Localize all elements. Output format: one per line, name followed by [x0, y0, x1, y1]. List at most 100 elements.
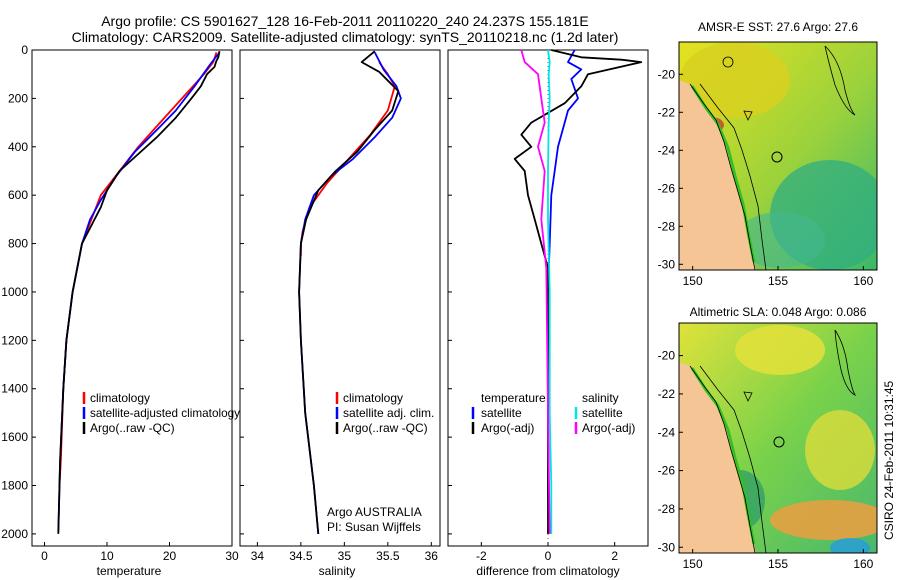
y-tick-label: 200: [8, 91, 28, 105]
sla-high-patch: [805, 410, 875, 490]
difference-xlabel: difference from climatology: [476, 564, 619, 578]
legend-temp-argo-label: Argo(-adj): [481, 421, 534, 435]
salinity-plot: 34 34.5 35 35.5 36: [240, 49, 439, 563]
sla-high-patch: [735, 325, 825, 375]
sla-map-title: Altimetric SLA: 0.048 Argo: 0.086: [690, 305, 867, 319]
sla-map: [679, 323, 877, 553]
legend-temperature-header: temperature: [481, 391, 546, 405]
map-y-tick-label: -30: [658, 540, 676, 554]
map-x-tick-label: 160: [853, 557, 873, 571]
legend-satellite-label: satellite adj. clim.: [343, 406, 434, 420]
float-owner-annotation: Argo AUSTRALIA: [327, 505, 422, 519]
x-tick-label: 10: [100, 549, 114, 563]
x-tick-label: 0: [41, 549, 48, 563]
sst-reef-contour: [824, 45, 856, 116]
sla-coastline: [689, 365, 756, 553]
map-y-tick-label: -24: [658, 425, 676, 439]
map-y-tick-label: -28: [658, 219, 676, 233]
sst-cool-patch: [735, 212, 825, 268]
legend-sal-satellite-label: satellite: [582, 406, 623, 420]
map-x-tick-label: 155: [768, 274, 788, 288]
map-y-tick-label: -26: [658, 181, 676, 195]
temperature-plot: 0 10 20 30 0 200 400 600 800 1000 1200 1400 1600 1800…: [1, 43, 239, 563]
temperature-xlabel: temperature: [97, 564, 162, 578]
y-tick-label: 600: [8, 188, 28, 202]
sst-coastline: [689, 83, 756, 270]
series-line: [547, 49, 553, 534]
x-tick-label: 36: [425, 549, 439, 563]
y-tick-label: 400: [8, 140, 28, 154]
y-tick-label: 0: [21, 43, 28, 57]
map-y-tick-label: -20: [658, 349, 676, 363]
series-line: [57, 51, 221, 534]
x-tick-label: 35: [338, 549, 352, 563]
map-y-tick-label: -22: [658, 105, 676, 119]
sst-map: [679, 42, 877, 270]
map-y-tick-label: -26: [658, 464, 676, 478]
sla-shelf-contour: [699, 365, 767, 553]
side-timestamp: CSIRO 24-Feb-2011 10:31:45: [882, 380, 896, 540]
series-line: [547, 49, 583, 293]
map-x-tick-label: 160: [853, 274, 873, 288]
map-y-tick-label: -28: [658, 502, 676, 516]
map-y-tick-label: -24: [658, 143, 676, 157]
series-line: [513, 49, 643, 534]
sla-low-patch: [830, 538, 870, 553]
sst-profile-marker: [771, 151, 783, 163]
sla-reef-contour: [834, 329, 857, 396]
legend-climatology-label: climatology: [90, 391, 150, 405]
legend-sal-argo-label: Argo(-adj): [582, 421, 635, 435]
sst-island-contour: [722, 56, 734, 68]
sst-map-title: AMSR-E SST: 27.6 Argo: 27.6: [698, 20, 858, 34]
map-x-tick-label: 150: [683, 274, 703, 288]
series-line: [298, 51, 402, 534]
y-tick-label: 1200: [1, 333, 28, 347]
x-tick-label: 34.5: [289, 549, 313, 563]
float-pi-annotation: PI: Susan Wijffels: [327, 520, 421, 534]
legend-salinity-header: salinity: [582, 391, 619, 405]
series-line: [520, 49, 551, 534]
map-y-tick-label: -30: [658, 257, 676, 271]
map-x-tick-label: 150: [683, 557, 703, 571]
y-tick-label: 2000: [1, 527, 28, 541]
sla-seamount-contour: [743, 391, 753, 402]
y-tick-label: 1000: [1, 285, 28, 299]
y-tick-label: 1800: [1, 479, 28, 493]
salinity-axes: [239, 49, 441, 547]
map-y-tick-label: -20: [658, 67, 676, 81]
salinity-xlabel: salinity: [319, 564, 356, 578]
sst-land: [679, 80, 756, 270]
y-tick-label: 1400: [1, 382, 28, 396]
sla-warm-eddy: [770, 500, 877, 540]
x-tick-label: 20: [163, 549, 177, 563]
temperature-axes: [31, 49, 233, 547]
legend-satellite-label: satellite-adjusted climatology: [90, 406, 240, 420]
x-tick-label: 2: [611, 549, 618, 563]
map-x-tick-label: 155: [768, 557, 788, 571]
sst-map-ticks: 150 155 160 -20 -22 -24 -26 -28 -30: [658, 67, 874, 288]
series-line: [298, 50, 400, 534]
title-line-2: Climatology: CARS2009. Satellite-adjuste…: [72, 29, 619, 45]
sla-profile-marker: [773, 436, 785, 448]
x-tick-label: 34: [251, 549, 265, 563]
sla-map-ticks: 150 155 160 -20 -22 -24 -26 -28 -30: [658, 349, 874, 571]
title-line-1: Argo profile: CS 5901627_128 16-Feb-2011…: [101, 13, 589, 29]
difference-legend: temperature satellite Argo(-adj) salinit…: [471, 391, 635, 435]
x-tick-label: 0: [545, 549, 552, 563]
difference-plot: -2 0 2: [448, 49, 643, 563]
sst-shelf-contour: [699, 83, 767, 270]
series-line: [299, 61, 396, 256]
x-tick-label: -2: [476, 549, 487, 563]
legend-argo-label: Argo(..raw -QC): [343, 421, 428, 435]
y-tick-label: 800: [8, 237, 28, 251]
map-y-tick-label: -22: [658, 387, 676, 401]
series-line: [57, 51, 221, 532]
sst-seamount-contour: [743, 110, 753, 121]
salinity-legend: climatology satellite adj. clim. Argo(..…: [335, 391, 434, 435]
legend-temp-satellite-label: satellite: [481, 406, 522, 420]
legend-climatology-label: climatology: [343, 391, 403, 405]
legend-argo-label: Argo(..raw -QC): [90, 421, 175, 435]
temperature-legend: climatology satellite-adjusted climatolo…: [82, 391, 240, 435]
sla-land: [679, 362, 756, 553]
